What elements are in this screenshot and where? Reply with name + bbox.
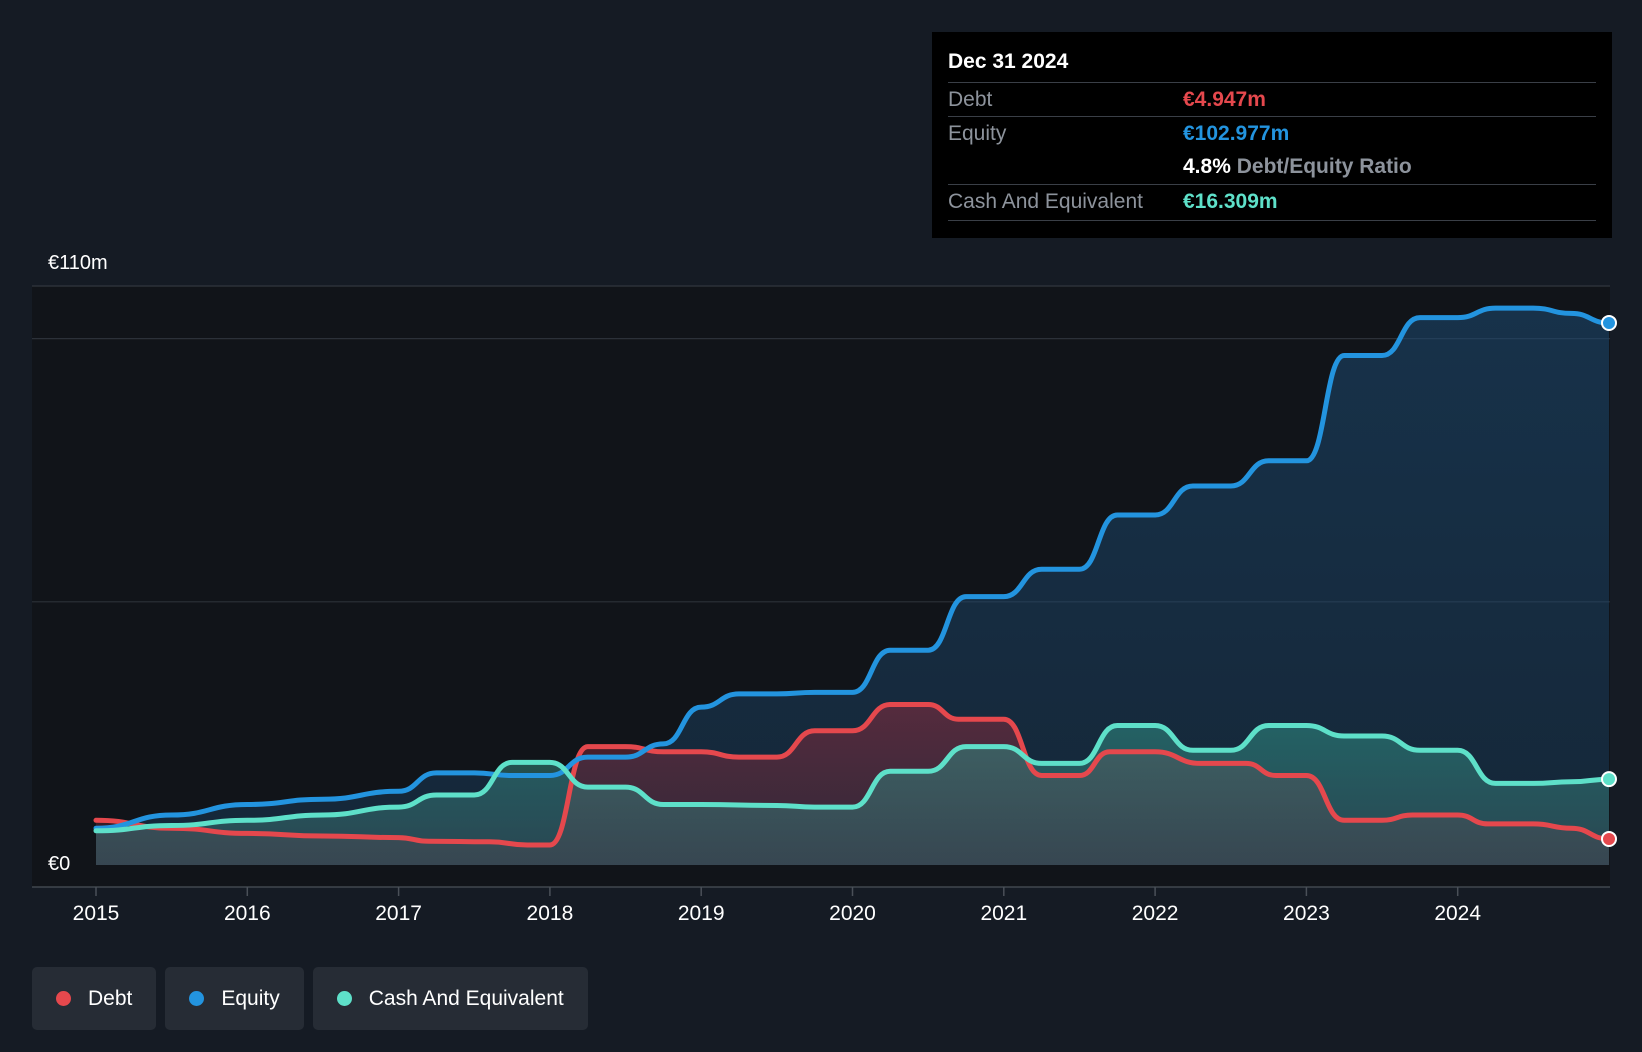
tooltip: Dec 31 2024 Debt €4.947m Equity €102.977… — [932, 32, 1612, 238]
tooltip-cash-row: Cash And Equivalent €16.309m — [948, 184, 1596, 219]
x-tick-label: 2018 — [527, 902, 574, 925]
x-tick-label: 2019 — [678, 902, 725, 925]
tooltip-cash-value: €16.309m — [1183, 190, 1278, 213]
debt-dot-icon — [56, 991, 71, 1006]
legend-item-debt[interactable]: Debt — [32, 967, 157, 1030]
x-tick-label: 2023 — [1283, 902, 1330, 925]
tooltip-debt-value: €4.947m — [1183, 88, 1266, 111]
legend: Debt Equity Cash And Equivalent — [32, 967, 588, 1030]
tooltip-equity-value: €102.977m — [1183, 122, 1290, 145]
y-min-label: €0 — [48, 853, 70, 875]
tooltip-date: Dec 31 2024 — [948, 50, 1069, 73]
cash-area — [96, 725, 1609, 865]
legend-item-cash[interactable]: Cash And Equivalent — [312, 967, 588, 1030]
x-tick-label: 2022 — [1132, 902, 1179, 925]
tooltip-ratio-label: Debt/Equity Ratio — [1236, 155, 1412, 178]
x-tick-label: 2020 — [829, 902, 876, 925]
tooltip-ratio: 4.8% Debt/Equity Ratio — [1183, 155, 1412, 179]
equity-dot-icon — [189, 991, 205, 1006]
cash-endpoint — [1601, 771, 1617, 788]
x-tick-label: 2024 — [1434, 902, 1481, 925]
tooltip-debt-row: Debt €4.947m — [948, 82, 1596, 117]
x-tick-label: 2015 — [73, 902, 120, 925]
tooltip-cash-label: Cash And Equivalent — [948, 190, 1143, 213]
x-tick-label: 2021 — [980, 902, 1027, 925]
debt-endpoint — [1601, 830, 1617, 847]
tooltip-ratio-value: 4.8% — [1183, 155, 1231, 178]
x-tick-label: 2016 — [224, 902, 271, 925]
cash-dot-icon — [336, 991, 352, 1006]
cash-line — [93, 723, 1612, 834]
tooltip-debt-label: Debt — [948, 88, 993, 111]
legend-label-equity: Equity — [221, 986, 280, 1010]
legend-label-cash: Cash And Equivalent — [368, 986, 564, 1010]
tooltip-equity-label: Equity — [948, 122, 1007, 145]
legend-item-equity[interactable]: Equity — [165, 967, 304, 1030]
x-tick-label: 2017 — [375, 902, 422, 925]
y-max-label: €110m — [48, 252, 108, 274]
equity-area — [96, 308, 1609, 866]
debt-line — [93, 702, 1612, 848]
equity-endpoint — [1601, 314, 1617, 331]
tooltip-divider — [948, 220, 1596, 221]
tooltip-equity-row: Equity €102.977m — [948, 116, 1596, 151]
legend-label-debt: Debt — [88, 986, 133, 1010]
equity-line — [93, 305, 1612, 831]
